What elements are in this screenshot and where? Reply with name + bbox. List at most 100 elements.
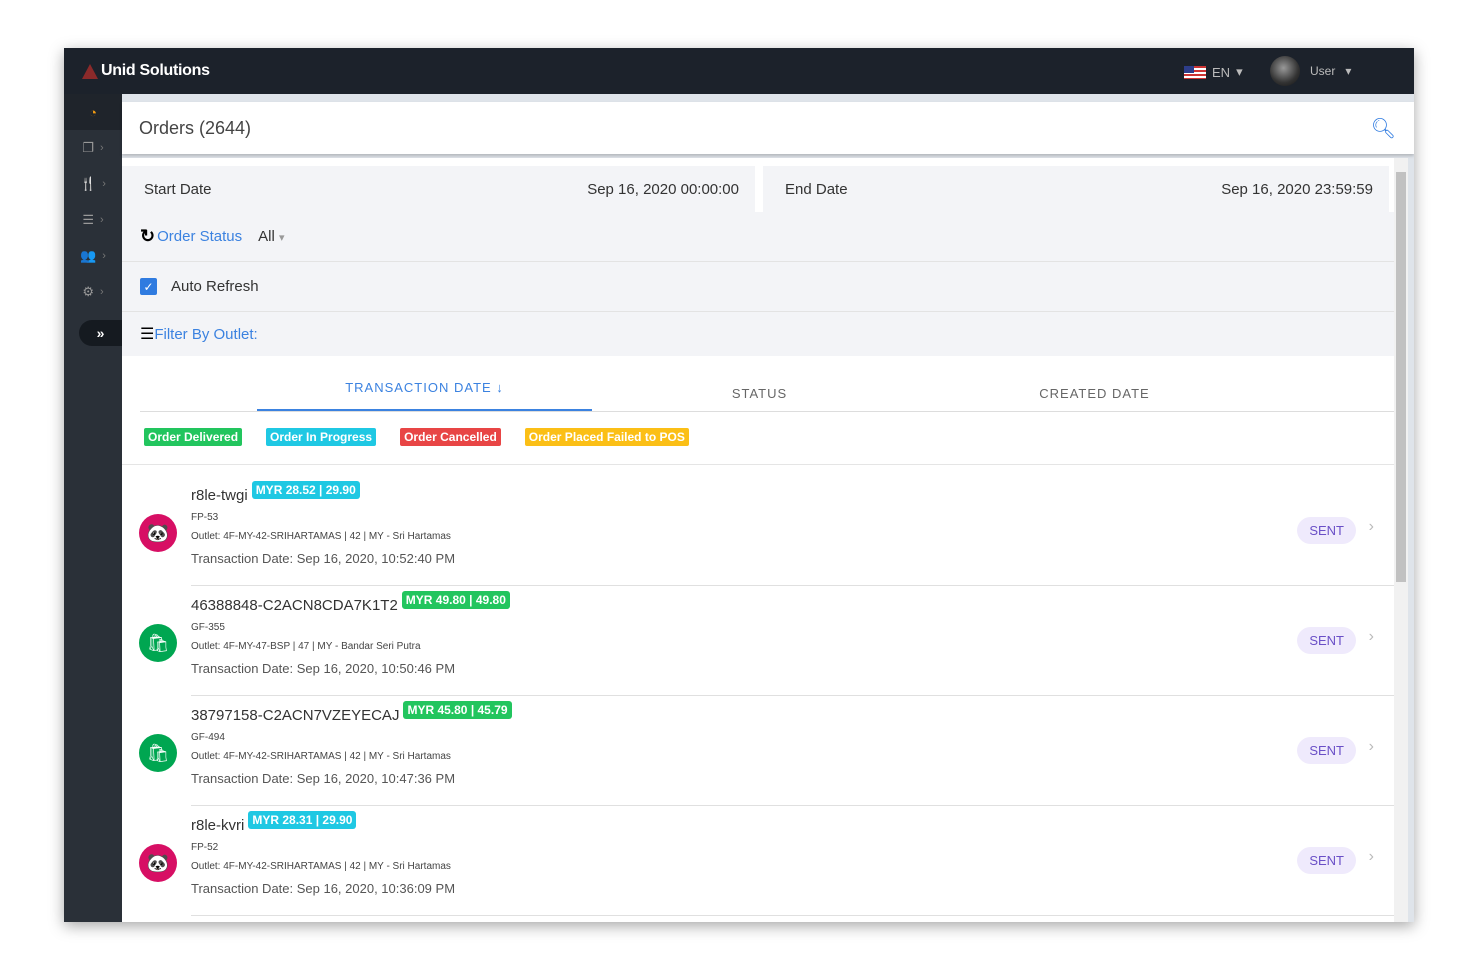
auto-refresh-row: ✓ Auto Refresh — [122, 262, 1394, 312]
chevron-right-icon[interactable]: › — [1368, 628, 1374, 645]
sidebar-item-database[interactable]: ☰ › — [64, 202, 122, 238]
dashboard-icon: ◔ — [89, 104, 97, 120]
tab-transaction-date[interactable]: TRANSACTION DATE ↓ — [257, 358, 592, 411]
chevron-right-icon: › — [99, 142, 104, 154]
brand-name: Unid Solutions — [101, 62, 210, 79]
amount-badge: MYR 28.31 | 29.90 — [248, 811, 357, 829]
order-list-item[interactable]: 🛍 38797158-C2ACN7VZEYECAJ MYR 45.80 | 45.… — [122, 696, 1394, 806]
order-code: GF-355 — [191, 622, 225, 633]
auto-refresh-checkbox[interactable]: ✓ — [140, 278, 157, 295]
grabfood-logo-icon: 🛍 — [139, 734, 177, 772]
order-info: 46388848-C2ACN8CDA7K1T2 MYR 49.80 | 49.80… — [191, 591, 510, 676]
brand-logo[interactable]: Unid Solutions — [82, 62, 210, 80]
scrollbar-thumb[interactable] — [1396, 172, 1406, 582]
order-info: 38797158-C2ACN7VZEYECAJ MYR 45.80 | 45.79… — [191, 701, 512, 786]
amount-badge: MYR 45.80 | 45.79 — [403, 701, 512, 719]
status-badge: SENT — [1297, 627, 1356, 654]
caret-down-icon: ▾ — [278, 232, 285, 244]
outlet-filter-label[interactable]: Filter By Outlet: — [154, 325, 258, 343]
status-legend: Order Delivered Order In Progress Order Ca… — [144, 428, 689, 446]
order-status-value: All — [258, 228, 275, 245]
us-flag-icon — [1184, 65, 1206, 79]
user-name: User — [1310, 64, 1336, 78]
language-dropdown[interactable]: EN ▾ — [1184, 64, 1243, 80]
chevron-right-icon[interactable]: › — [1368, 518, 1374, 535]
chevron-right-icon: › — [102, 250, 106, 262]
users-icon: 👥 — [80, 248, 97, 263]
topbar: Unid Solutions EN ▾ User ▾ — [64, 48, 1414, 94]
sort-tabs: TRANSACTION DATE ↓ STATUS CREATED DATE — [140, 358, 1394, 412]
page-header: Orders (2644) 🔍︎ — [122, 102, 1414, 154]
sidebar-item-cogs[interactable]: ⚙ › — [64, 274, 122, 310]
grabfood-logo-icon: 🛍 — [139, 624, 177, 662]
user-menu[interactable]: User ▾ — [1270, 56, 1351, 86]
tab-created-date[interactable]: CREATED DATE — [1039, 386, 1150, 401]
outlet-filter[interactable]: ☰ Filter By Outlet: — [122, 312, 1394, 356]
cogs-icon: ⚙ — [82, 284, 94, 299]
tab-spacer — [140, 358, 257, 411]
utensils-icon: 🍴 — [80, 176, 97, 191]
logo-icon — [82, 63, 98, 79]
order-code: FP-53 — [191, 512, 219, 523]
search-icon[interactable]: 🔍︎ — [1370, 118, 1396, 140]
filter-icon: ☰ — [140, 326, 155, 343]
copy-icon: ❐ — [82, 140, 94, 155]
sidebar: ◔ ❐ › 🍴 › ☰ › 👥 › ⚙ ›» — [64, 94, 122, 922]
order-list-item[interactable]: 🛍 46388848-C2ACN8CDA7K1T2 MYR 49.80 | 49.… — [122, 586, 1394, 696]
amount-badge: MYR 28.52 | 29.90 — [251, 481, 360, 499]
order-list-item[interactable]: 🐼 r8le-twgi MYR 28.52 | 29.90 FP-53 Outle… — [122, 476, 1394, 586]
foodpanda-logo-icon: 🐼 — [139, 514, 177, 552]
sidebar-item-users[interactable]: 👥 › — [64, 238, 122, 274]
legend-badge: Order Delivered — [144, 428, 243, 446]
amount-badge: MYR 49.80 | 49.80 — [401, 591, 510, 609]
start-date-label: Start Date — [144, 180, 212, 198]
language-label: EN — [1212, 64, 1231, 80]
order-id: 46388848-C2ACN8CDA7K1T2 — [191, 596, 398, 614]
legend-badge: Order In Progress — [266, 428, 377, 446]
sidebar-item-dashboard[interactable]: ◔ — [64, 94, 122, 130]
orders-panel: Start Date Sep 16, 2020 00:00:00 End Date… — [122, 158, 1394, 922]
chevron-right-icon[interactable]: › — [1368, 738, 1374, 755]
order-code: FP-52 — [191, 842, 219, 853]
start-date-field[interactable]: Start Date Sep 16, 2020 00:00:00 — [122, 166, 755, 212]
divider — [122, 464, 1394, 465]
avatar — [1270, 56, 1300, 86]
sidebar-collapse-button[interactable]: » — [79, 320, 122, 346]
filter-section: ↻ Order Status All ▾ ✓ Auto Refresh ☰ Filter… — [122, 212, 1394, 356]
sidebar-item-utensils[interactable]: 🍴 › — [64, 166, 122, 202]
end-date-value: Sep 16, 2020 23:59:59 — [1221, 180, 1373, 198]
order-outlet: Outlet: 4F-MY-42-SRIHARTAMAS | 42 | MY -… — [191, 861, 451, 872]
order-list-item[interactable]: 🐼 r8le-kvri MYR 28.31 | 29.90 FP-52 Outle… — [122, 806, 1394, 916]
status-badge: SENT — [1297, 517, 1356, 544]
start-date-value: Sep 16, 2020 00:00:00 — [587, 180, 739, 198]
order-outlet: Outlet: 4F-MY-42-SRIHARTAMAS | 42 | MY -… — [191, 751, 451, 762]
transaction-date: Transaction Date: Sep 16, 2020, 10:52:40… — [191, 551, 456, 566]
scrollbar[interactable] — [1394, 158, 1408, 922]
chevron-right-icon: › — [99, 214, 104, 226]
legend-badge: Order Cancelled — [400, 428, 501, 446]
orders-list: 🐼 r8le-twgi MYR 28.52 | 29.90 FP-53 Outle… — [122, 476, 1394, 916]
refresh-icon[interactable]: ↻ — [140, 226, 156, 246]
order-id: r8le-kvri — [191, 816, 245, 834]
order-info: r8le-twgi MYR 28.52 | 29.90 FP-53 Outlet:… — [191, 481, 456, 566]
order-status-dropdown[interactable]: All ▾ — [258, 228, 284, 245]
end-date-label: End Date — [785, 180, 848, 198]
caret-down-icon: ▾ — [1345, 64, 1352, 78]
order-status-label[interactable]: Order Status — [157, 228, 243, 245]
order-id: r8le-twgi — [191, 486, 248, 504]
foodpanda-logo-icon: 🐼 — [139, 844, 177, 882]
transaction-date: Transaction Date: Sep 16, 2020, 10:36:09… — [191, 881, 456, 896]
transaction-date: Transaction Date: Sep 16, 2020, 10:50:46… — [191, 661, 456, 676]
transaction-date: Transaction Date: Sep 16, 2020, 10:47:36… — [191, 771, 456, 786]
sidebar-item-copy[interactable]: ❐ › — [64, 130, 122, 166]
order-info: r8le-kvri MYR 28.31 | 29.90 FP-52 Outlet:… — [191, 811, 456, 896]
database-icon: ☰ — [82, 212, 94, 227]
page-title: Orders (2644) — [139, 118, 252, 138]
end-date-field[interactable]: End Date Sep 16, 2020 23:59:59 — [763, 166, 1389, 212]
tab-status[interactable]: STATUS — [731, 386, 788, 401]
auto-refresh-label: Auto Refresh — [171, 278, 259, 295]
status-badge: SENT — [1297, 737, 1356, 764]
chevron-right-icon[interactable]: › — [1368, 848, 1374, 865]
order-code: GF-494 — [191, 732, 225, 743]
order-outlet: Outlet: 4F-MY-42-SRIHARTAMAS | 42 | MY -… — [191, 531, 451, 542]
